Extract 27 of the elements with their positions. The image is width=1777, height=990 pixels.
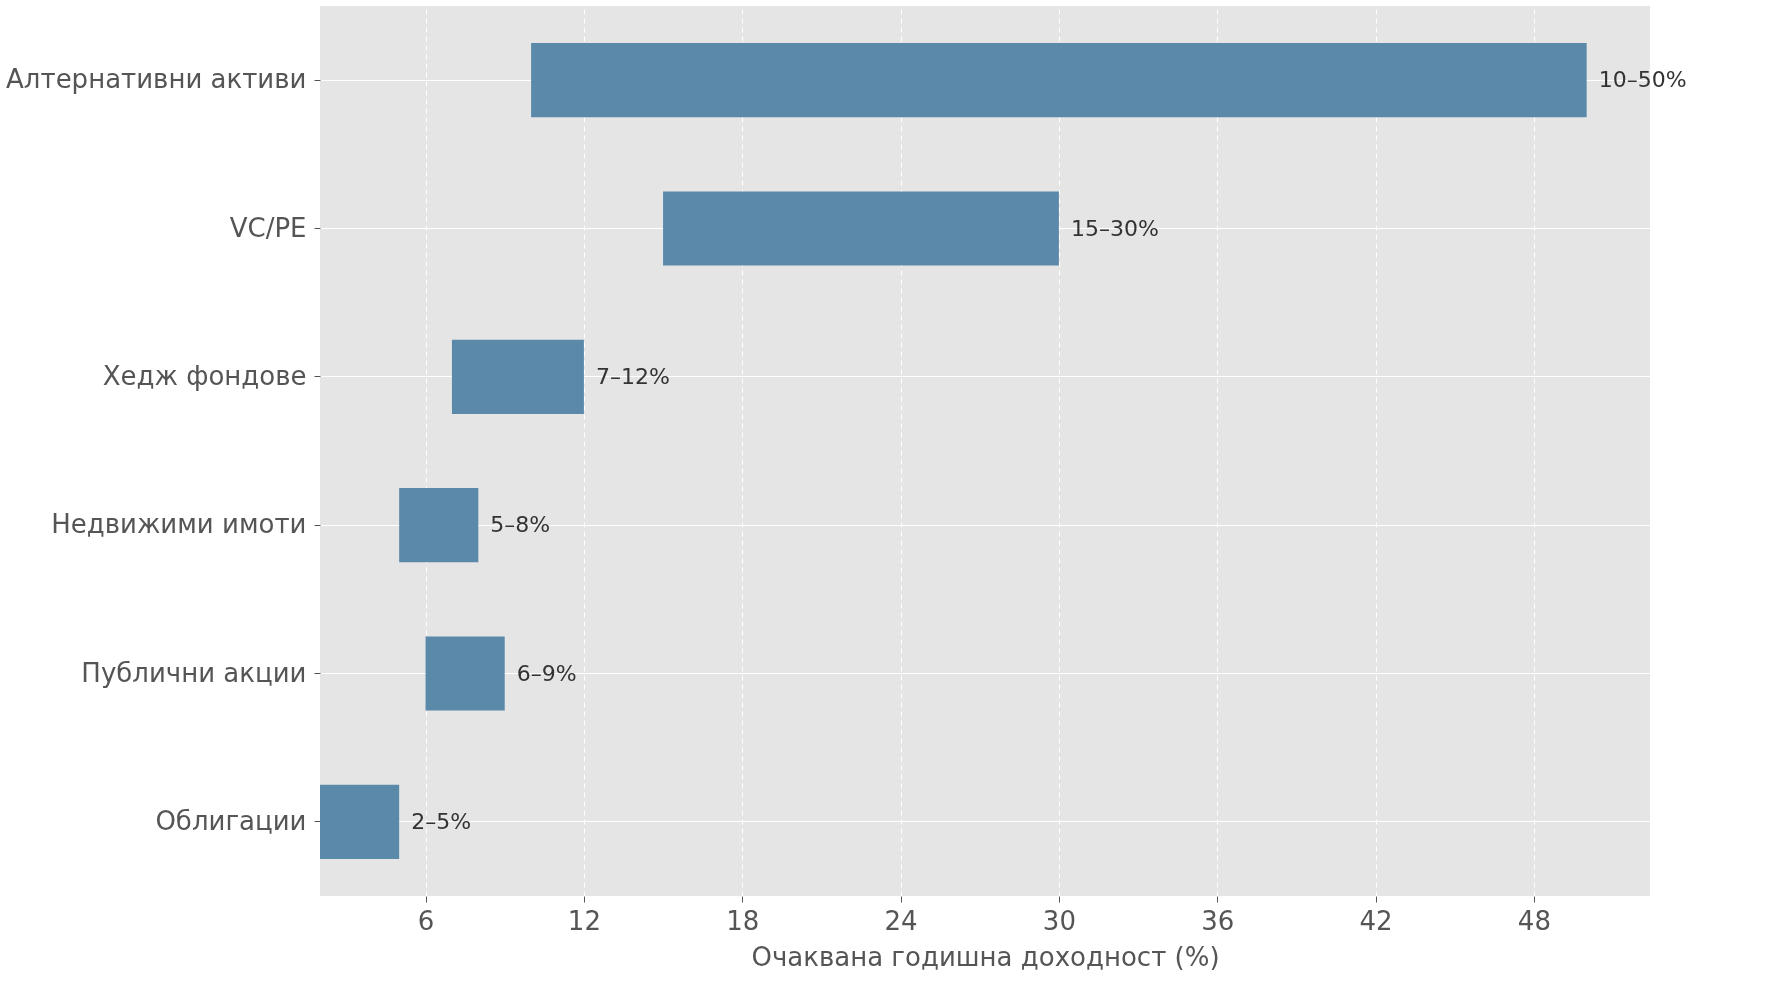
annotation: 5–8% bbox=[490, 512, 551, 538]
bar bbox=[451, 339, 584, 414]
x-axis-title: Очаквана годишна доходност (%) bbox=[751, 941, 1220, 972]
bar bbox=[399, 488, 479, 563]
bar bbox=[531, 43, 1587, 118]
y-tick-label: Облигации bbox=[155, 805, 307, 836]
y-tick-label: Недвижими имоти bbox=[51, 509, 307, 540]
x-tick-label: 48 bbox=[1517, 905, 1551, 936]
x-tick-label: 24 bbox=[884, 905, 918, 936]
annotation: 2–5% bbox=[411, 808, 472, 834]
annotation: 6–9% bbox=[516, 660, 577, 686]
y-tick-label: Алтернативни активи bbox=[6, 64, 307, 95]
bar bbox=[663, 191, 1059, 266]
x-tick-label: 30 bbox=[1042, 905, 1076, 936]
y-tick-label: Публични акции bbox=[81, 657, 307, 688]
x-tick-label: 12 bbox=[567, 905, 601, 936]
x-tick-label: 36 bbox=[1201, 905, 1235, 936]
x-tick-label: 18 bbox=[726, 905, 760, 936]
annotation: 7–12% bbox=[595, 363, 670, 389]
annotation: 15–30% bbox=[1070, 215, 1159, 241]
bar bbox=[425, 636, 505, 711]
bar bbox=[320, 784, 400, 859]
x-tick-label: 6 bbox=[417, 905, 435, 936]
x-tick-label: 42 bbox=[1359, 905, 1393, 936]
y-tick-label: Хедж фондове bbox=[102, 360, 307, 391]
y-tick-label: VC/PE bbox=[229, 212, 307, 243]
annotation: 10–50% bbox=[1598, 67, 1687, 93]
